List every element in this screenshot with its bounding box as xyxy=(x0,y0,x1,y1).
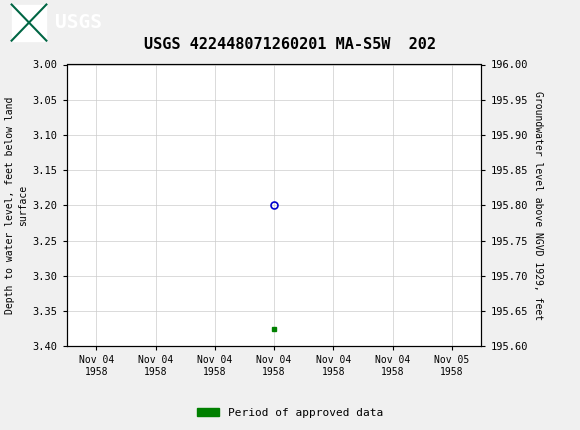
Y-axis label: Groundwater level above NGVD 1929, feet: Groundwater level above NGVD 1929, feet xyxy=(534,91,543,320)
Y-axis label: Depth to water level, feet below land
surface: Depth to water level, feet below land su… xyxy=(5,97,28,314)
Legend: Period of approved data: Period of approved data xyxy=(193,403,387,422)
Text: USGS: USGS xyxy=(55,13,102,32)
Text: USGS 422448071260201 MA-S5W  202: USGS 422448071260201 MA-S5W 202 xyxy=(144,37,436,52)
FancyBboxPatch shape xyxy=(12,4,46,41)
